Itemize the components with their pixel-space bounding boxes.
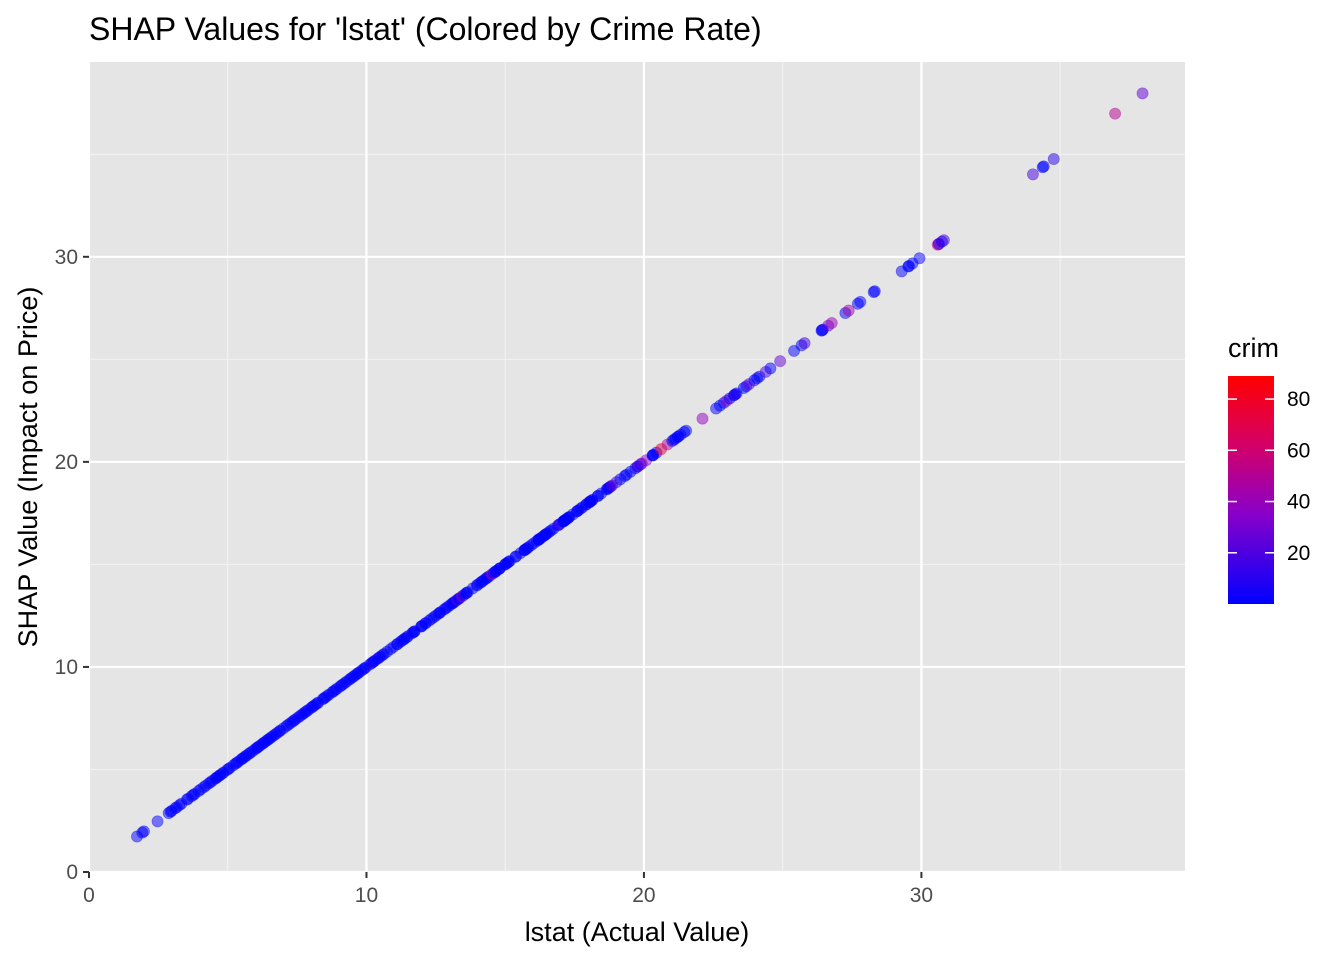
color-legend: crim 20 40 60 80 — [1228, 333, 1310, 604]
x-axis-title: lstat (Actual Value) — [525, 917, 750, 947]
data-point — [937, 234, 950, 247]
y-axis-title: SHAP Value (Impact on Price) — [13, 287, 43, 648]
data-point — [696, 412, 709, 425]
chart-title: SHAP Values for 'lstat' (Colored by Crim… — [89, 11, 762, 47]
y-axis: 0 10 20 30 — [55, 246, 89, 884]
data-point — [774, 355, 787, 368]
data-point — [1047, 152, 1060, 165]
data-point — [868, 285, 881, 298]
x-tick-label: 10 — [355, 884, 378, 907]
y-tick-label: 20 — [55, 451, 78, 474]
data-point — [854, 295, 867, 308]
legend-tick-label: 80 — [1287, 388, 1310, 411]
data-point — [825, 317, 838, 330]
data-point — [913, 252, 926, 265]
data-point — [1109, 107, 1122, 120]
minor-gridlines — [89, 62, 1185, 872]
y-tick-label: 10 — [55, 656, 78, 679]
legend-ticks: 20 40 60 80 — [1228, 388, 1310, 565]
legend-title: crim — [1228, 333, 1279, 363]
data-point — [1026, 168, 1039, 181]
y-tick-label: 0 — [66, 861, 78, 884]
x-axis: 0 10 20 30 — [83, 872, 933, 907]
x-tick-label: 30 — [910, 884, 933, 907]
legend-tick-label: 20 — [1287, 542, 1310, 565]
data-points — [131, 87, 1149, 843]
data-point — [764, 362, 777, 375]
data-point — [151, 815, 164, 828]
x-tick-label: 20 — [632, 884, 655, 907]
data-point — [1136, 87, 1149, 100]
data-point — [798, 337, 811, 350]
x-tick-label: 0 — [83, 884, 95, 907]
data-point — [680, 424, 693, 437]
legend-colorbar — [1228, 376, 1274, 604]
legend-tick-label: 40 — [1287, 491, 1310, 514]
y-tick-label: 30 — [55, 246, 78, 269]
data-point — [842, 304, 855, 317]
data-point — [1037, 160, 1050, 173]
legend-tick-label: 60 — [1287, 439, 1310, 462]
data-point — [137, 825, 150, 838]
